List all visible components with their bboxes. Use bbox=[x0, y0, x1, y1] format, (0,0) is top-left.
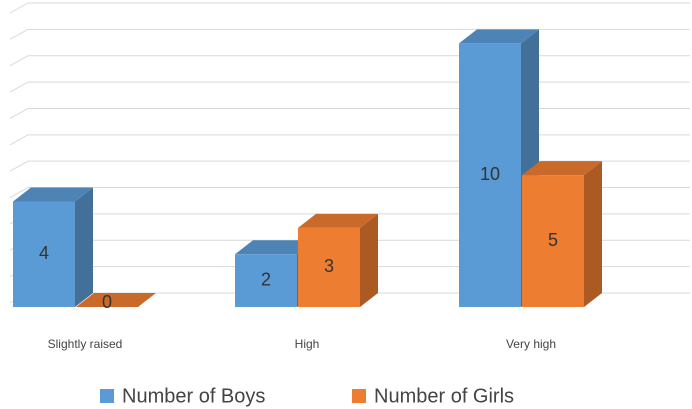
data-label: 10 bbox=[480, 164, 500, 184]
bar-top bbox=[235, 240, 315, 255]
x-tick-label: High bbox=[295, 337, 320, 351]
grid-line bbox=[9, 2, 690, 14]
bar-top bbox=[13, 187, 93, 202]
bar-top bbox=[298, 213, 378, 228]
grid-line bbox=[9, 55, 690, 67]
bar-side bbox=[584, 161, 602, 307]
grid-line bbox=[9, 28, 690, 40]
data-label: 3 bbox=[324, 256, 334, 276]
data-label: 2 bbox=[261, 269, 271, 289]
x-tick-label: Slightly raised bbox=[48, 337, 123, 351]
bar-top bbox=[76, 293, 156, 307]
bar-front bbox=[459, 43, 521, 307]
bar-top bbox=[522, 161, 602, 176]
bar-front bbox=[13, 201, 75, 307]
legend-label: Number of Boys bbox=[122, 385, 265, 407]
bar bbox=[13, 187, 93, 307]
data-label: 5 bbox=[548, 230, 558, 250]
data-label: 4 bbox=[39, 243, 49, 263]
legend-label: Number of Girls bbox=[374, 385, 514, 407]
grid-line bbox=[9, 134, 690, 146]
bar bbox=[522, 161, 602, 307]
bar-side bbox=[360, 213, 378, 307]
bar-front bbox=[522, 175, 584, 307]
bar-front bbox=[298, 227, 360, 307]
bar-top bbox=[459, 29, 539, 44]
legend-swatch bbox=[352, 389, 366, 403]
grid-line bbox=[9, 81, 690, 93]
x-tick-label: Very high bbox=[506, 337, 556, 351]
bar-front bbox=[235, 254, 297, 307]
grid-line bbox=[9, 107, 690, 119]
legend-swatch bbox=[100, 389, 114, 403]
bar bbox=[298, 213, 378, 307]
data-label: 0 bbox=[102, 292, 112, 312]
bar-side bbox=[75, 187, 93, 307]
bar bbox=[76, 293, 156, 307]
